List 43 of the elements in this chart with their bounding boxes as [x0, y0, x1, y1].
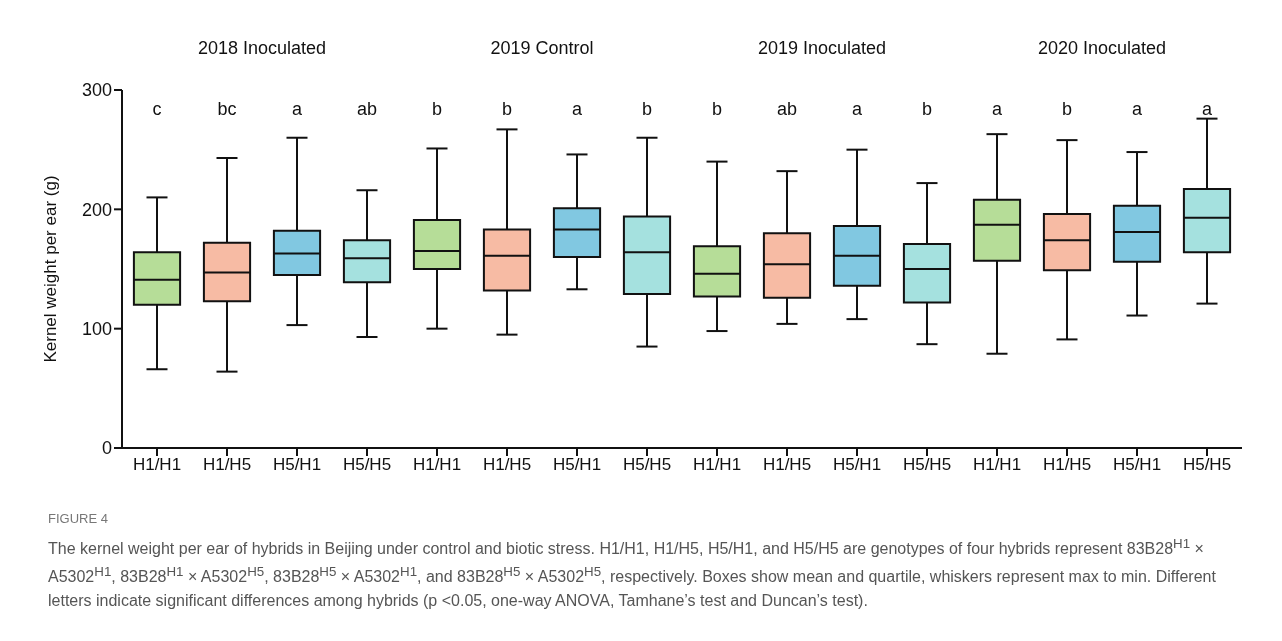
y-tick-label: 200 [81, 199, 112, 220]
annotation: c [152, 99, 162, 120]
annotation: ab [776, 99, 798, 120]
x-tick-label: H1/H1 [132, 455, 182, 475]
x-tick-label: H1/H1 [972, 455, 1022, 475]
x-tick-label: H1/H5 [1042, 455, 1092, 475]
annotation: b [711, 99, 723, 120]
y-tick-label: 0 [101, 438, 112, 459]
annotation: ab [356, 99, 378, 120]
x-tick-label: H5/H5 [902, 455, 952, 475]
x-tick-label: H1/H5 [482, 455, 532, 475]
x-tick-label: H5/H1 [1112, 455, 1162, 475]
x-tick-label: H1/H5 [202, 455, 252, 475]
annotation: a [1131, 99, 1143, 120]
annotation: b [431, 99, 443, 120]
annotation: a [991, 99, 1003, 120]
annotation: a [1201, 99, 1213, 120]
y-tick-label: 300 [81, 80, 112, 101]
annotation: b [641, 99, 653, 120]
x-tick-label: H1/H1 [412, 455, 462, 475]
x-tick-label: H1/H5 [762, 455, 812, 475]
text: The kernel weight per ear of hybrids in Beijing under control and biotic stress. H1/H1, H1/H5, H5/H1, and H5/H5 are genotypes of four hybrids represent 83B28$^{H1}$ × A5302$^{H1}$, 83B28$^{H1}$ × A5302$^{H5}$, 83B28$^{H5}$ × A5302$^{H1}$, and 83B28$^{H5}$ × A5302$^{H5}$, respectively. Boxes show mean and quartile, whiskers represent max to min. Different letters indicate significant differences among hybrids (p <0.05, one-way ANOVA, Tamhane’s test and Duncan’s test). [48, 536, 1216, 609]
caption: FIGURE 4 [48, 510, 109, 528]
y-tick-label: 100 [81, 319, 112, 340]
annotation: b [921, 99, 933, 120]
annotation: a [571, 99, 583, 120]
annotation: b [1061, 99, 1073, 120]
x-tick-label: H1/H1 [692, 455, 742, 475]
annotation: b [501, 99, 513, 120]
x-tick-label: H5/H1 [832, 455, 882, 475]
annotation: a [851, 99, 863, 120]
annotation: bc [217, 99, 237, 120]
chart-title: 2019 Control [489, 38, 595, 60]
x-tick-label: H5/H5 [622, 455, 672, 475]
chart-title: 2019 Inoculated [756, 38, 888, 60]
x-tick-label: H5/H5 [1182, 455, 1232, 475]
y-axis-title: Kernel weight per ear (g) [41, 175, 61, 363]
annotation: a [291, 99, 303, 120]
x-tick-label: H5/H5 [342, 455, 392, 475]
x-tick-label: H5/H1 [552, 455, 602, 475]
chart-title: 2018 Inoculated [196, 38, 328, 60]
x-tick-label: H5/H1 [272, 455, 322, 475]
chart-title: 2020 Inoculated [1036, 38, 1168, 60]
